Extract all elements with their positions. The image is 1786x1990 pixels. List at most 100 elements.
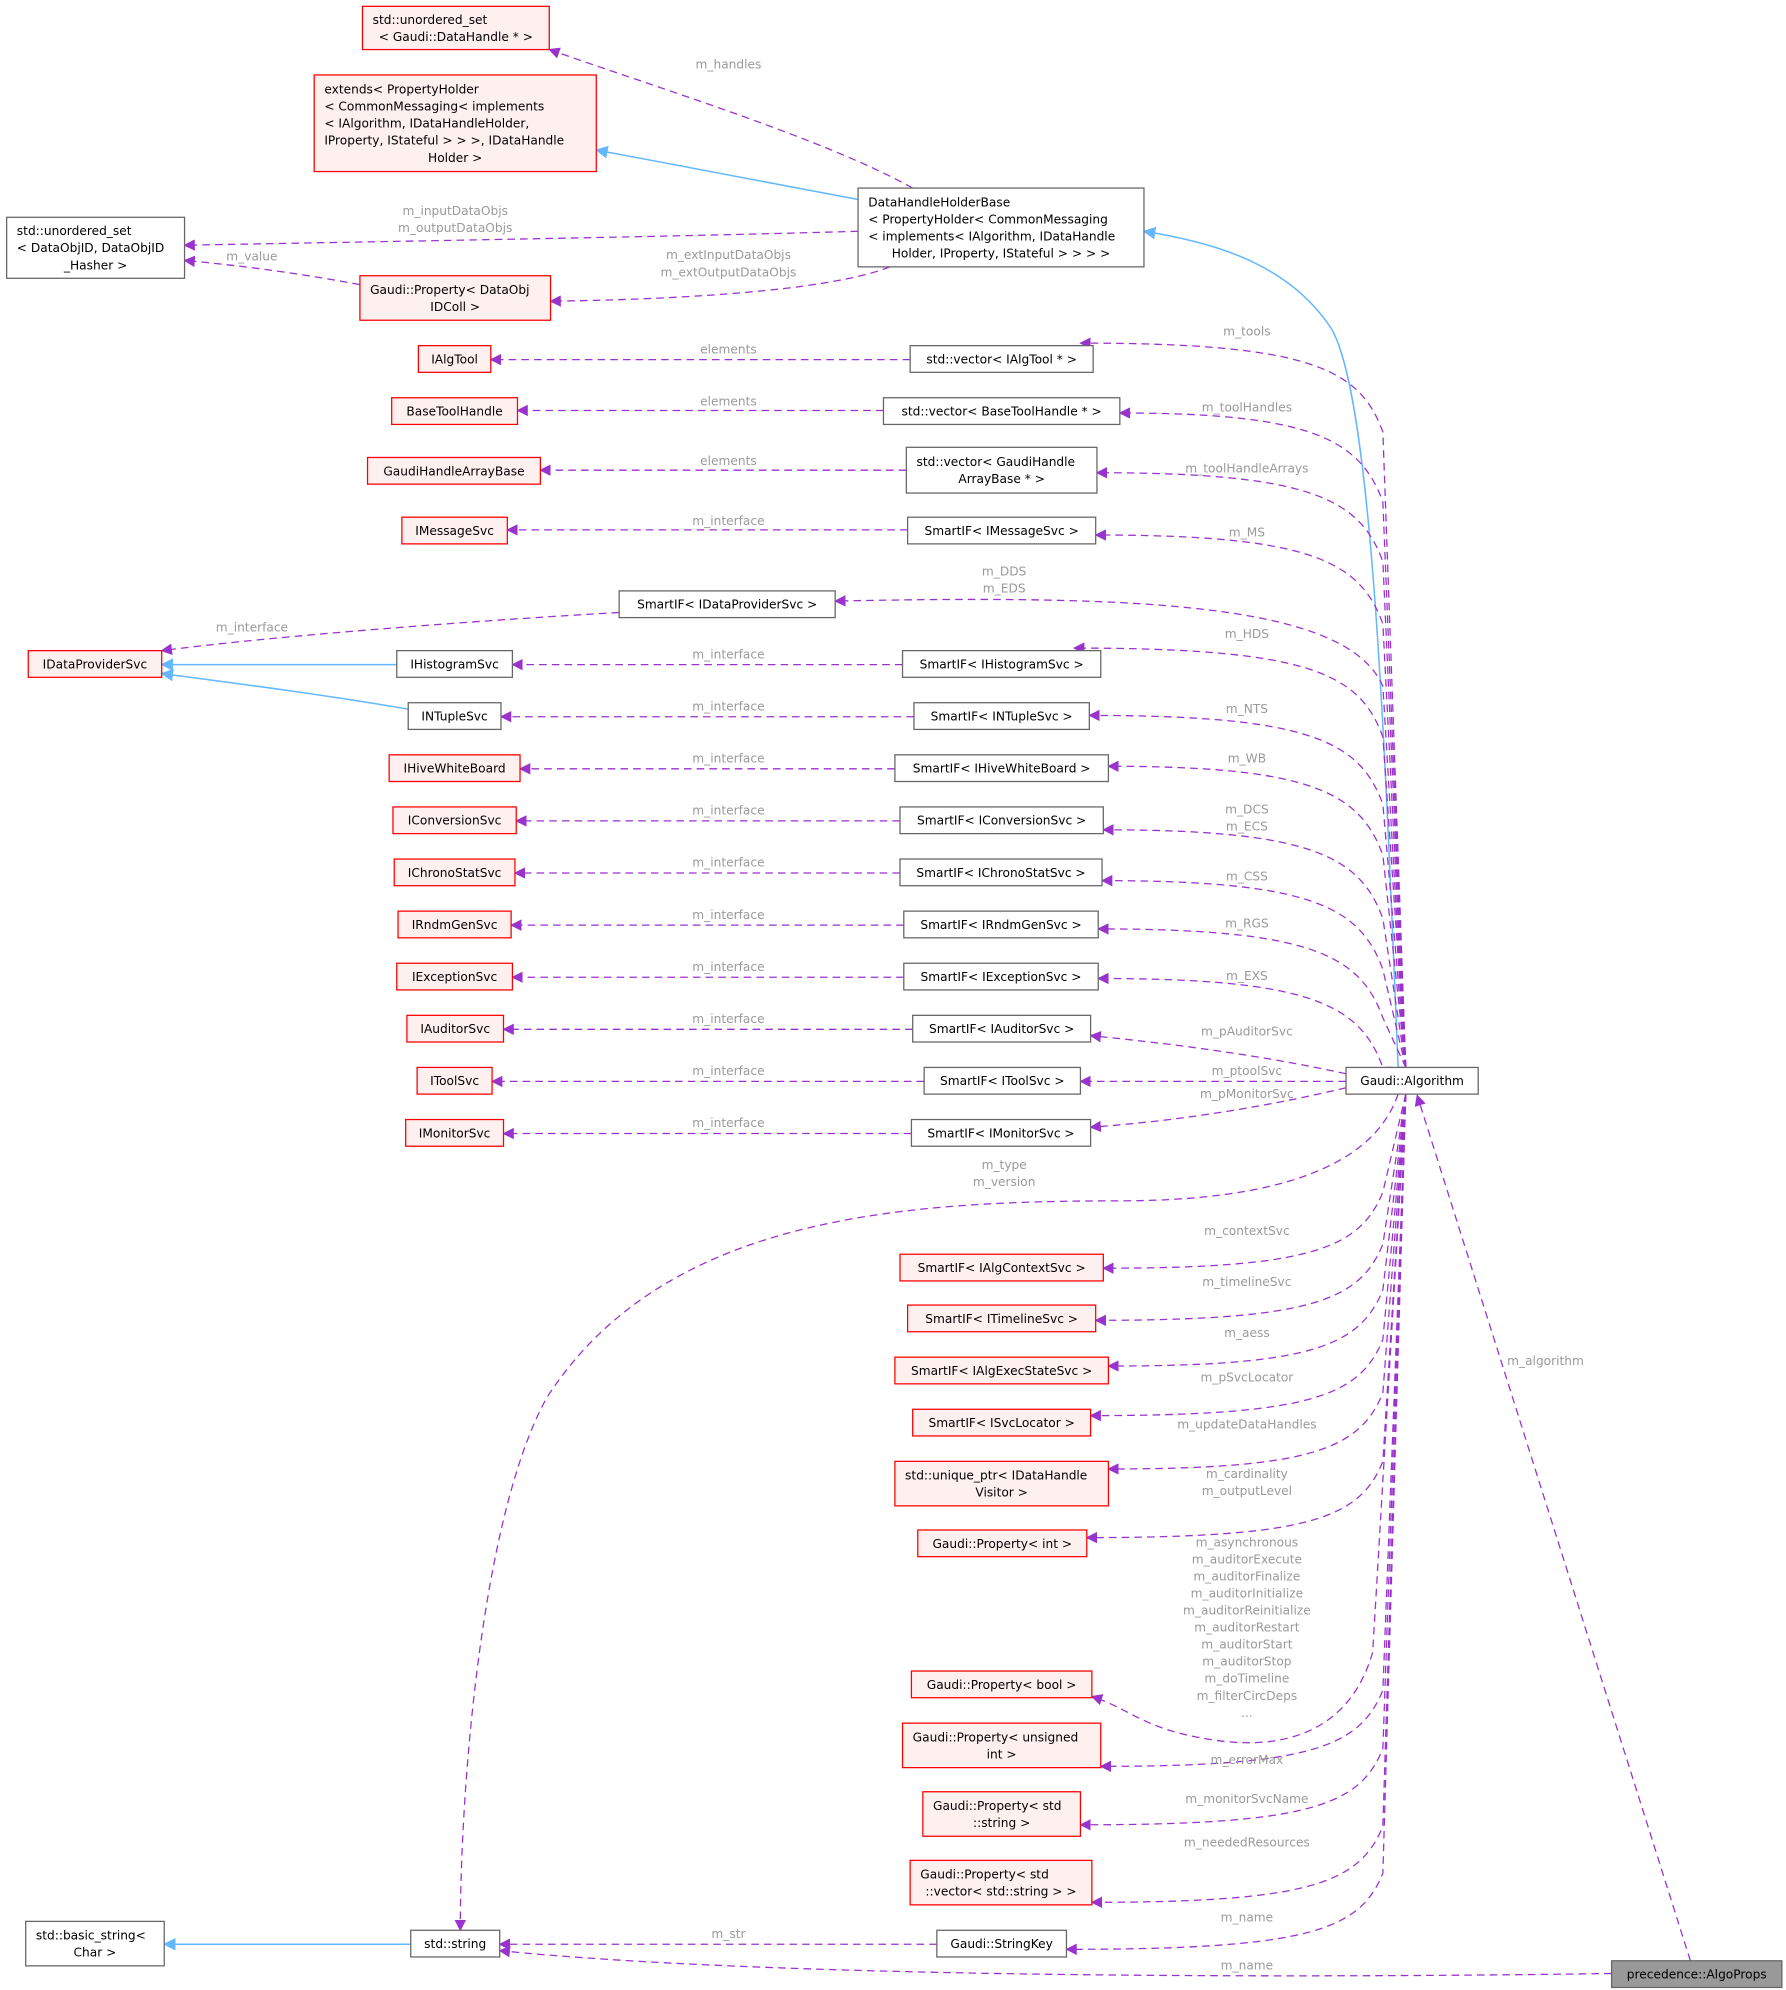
class-node-stringkey[interactable]: Gaudi::StringKey [936,1929,1068,1958]
node-label: std::vector< IAlgTool * > [926,352,1077,366]
edge-label-m-filtercircdeps: m_filterCircDeps [1197,1689,1298,1703]
class-node-sif-msg[interactable]: SmartIF< IMessageSvc > [906,516,1097,545]
class-node-idataprovidersvc[interactable]: IDataProviderSvc [27,649,163,678]
class-node-vec-ialgtool[interactable]: std::vector< IAlgTool * > [909,345,1094,373]
usage-edge-algorithm-to-prop_vstr [1090,1094,1407,1909]
edge-label-m-ms: m_MS [1229,525,1265,539]
class-node-prop-int[interactable]: Gaudi::Property< int > [917,1529,1088,1558]
class-node-uset-dh[interactable]: std::unordered_set< Gaudi::DataHandle * … [361,5,550,51]
class-node-sif-rndm[interactable]: SmartIF< IRndmGenSvc > [903,910,1099,939]
edge-label-m-wb: m_WB [1228,751,1266,765]
edge-label-m-asynchronous: m_asynchronous [1196,1536,1299,1550]
class-node-sif-aes[interactable]: SmartIF< IAlgExecStateSvc > [894,1356,1110,1385]
edge-label-elements: elements [700,394,757,408]
class-node-vec-gha[interactable]: std::vector< GaudiHandleArrayBase * > [905,446,1098,494]
edge-label-m-pauditorsvc: m_pAuditorSvc [1201,1025,1293,1039]
node-label: Gaudi::Property< DataObj [370,283,529,297]
node-label: Holder, IProperty, IStateful > > > > [892,246,1111,260]
class-node-std-string[interactable]: std::string [410,1929,501,1958]
class-node-intuplesvc[interactable]: INTupleSvc [407,702,502,731]
node-label: IAlgTool [431,352,478,366]
node-box [393,858,516,887]
class-node-sif-aud[interactable]: SmartIF< IAuditorSvc > [912,1014,1092,1043]
class-node-uset-doid[interactable]: std::unordered_set< DataObjID, DataObjID… [6,216,186,279]
class-node-prop-vstr[interactable]: Gaudi::Property< std::vector< std::strin… [909,1859,1093,1906]
node-label: SmartIF< IExceptionSvc > [921,970,1082,984]
class-node-ihistogramsvc[interactable]: IHistogramSvc [396,649,514,678]
edge-label-m-ptoolsvc: m_ptoolSvc [1212,1064,1282,1078]
node-box [417,345,492,373]
node-box [397,910,512,939]
class-node-dhhb[interactable]: DataHandleHolderBase < PropertyHolder< Co… [857,187,1145,268]
edge-label-m-auditorreinitialize: m_auditorReinitialize [1183,1604,1311,1618]
class-node-basetoolhandle[interactable]: BaseToolHandle [391,397,519,426]
class-node-vec-bth[interactable]: std::vector< BaseToolHandle * > [882,397,1121,426]
class-node-ialgtool[interactable]: IAlgTool [417,345,492,373]
class-node-itoolsvc[interactable]: IToolSvc [416,1066,493,1095]
usage-edge-algorithm-to-sif_exc [1097,972,1406,1069]
class-node-sif-tl[interactable]: SmartIF< ITimelineSvc > [906,1304,1097,1333]
class-node-ihivewb[interactable]: IHiveWhiteBoard [388,754,521,783]
node-label: SmartIF< IAuditorSvc > [929,1022,1074,1036]
node-label: Holder > [428,151,482,165]
node-box [410,1929,501,1958]
class-node-imonsvc[interactable]: IMonitorSvc [405,1118,505,1147]
class-node-iexcsvc[interactable]: IExceptionSvc [396,962,514,991]
edge-label-m-neededresources: m_neededResources [1184,1835,1310,1849]
class-node-sif-hist[interactable]: SmartIF< IHistogramSvc > [901,649,1102,678]
edge-label-m-version: m_version [973,1175,1036,1189]
edge-label-m-toolhandles: m_toolHandles [1202,401,1292,415]
node-label: IMonitorSvc [419,1126,491,1140]
class-node-algorithm[interactable]: Gaudi::Algorithm [1345,1066,1479,1095]
node-label: IDataProviderSvc [43,657,148,671]
class-node-sif-mon[interactable]: SmartIF< IMonitorSvc > [910,1118,1092,1147]
edge-label-m-interface: m_interface [692,1116,764,1130]
class-node-sif-nt[interactable]: SmartIF< INTupleSvc > [913,702,1090,731]
node-label: IHistogramSvc [410,657,498,671]
class-node-sif-conv[interactable]: SmartIF< IConversionSvc > [899,806,1104,835]
node-label: std::vector< BaseToolHandle * > [902,405,1102,419]
class-node-algoprops[interactable]: precedence::AlgoProps [1610,1960,1783,1989]
class-node-sif-sl[interactable]: SmartIF< ISvcLocator > [912,1408,1092,1437]
node-box [406,1014,505,1043]
edge-label-m-dotimeline: m_doTimeline [1204,1672,1289,1686]
class-node-sif-wb[interactable]: SmartIF< IHiveWhiteBoard > [894,754,1110,783]
class-node-sif-ctx[interactable]: SmartIF< IAlgContextSvc > [899,1253,1104,1282]
node-box [1610,1960,1783,1989]
node-label: IDColl > [430,300,480,314]
class-node-imessagesvc[interactable]: IMessageSvc [401,516,508,545]
node-label: < IAlgorithm, IDataHandleHolder, [324,117,529,131]
node-label: DataHandleHolderBase [868,195,1010,209]
class-node-irndmsvc[interactable]: IRndmGenSvc [397,910,512,939]
class-node-sif-dp[interactable]: SmartIF< IDataProviderSvc > [618,590,836,619]
class-node-gharraybase[interactable]: GaudiHandleArrayBase [366,456,542,485]
node-label: ::vector< std::string > > [925,1885,1076,1899]
class-node-sif-chrono[interactable]: SmartIF< IChronoStatSvc > [899,858,1103,887]
edge-label-m-name: m_name [1221,1959,1274,1973]
class-node-sif-tool[interactable]: SmartIF< IToolSvc > [923,1066,1082,1095]
edge-label-m-inputdataobjs: m_inputDataObjs [402,204,507,218]
class-node-extends[interactable]: extends< PropertyHolder < CommonMessaging… [313,74,597,173]
edge-label-m-interface: m_interface [692,1064,764,1078]
node-box [910,1670,1093,1699]
edges-layer: m_handles m_inputDataObjs m_outputDataObjs… [160,47,1692,1977]
edge-label-m-interface: m_interface [692,514,764,528]
edge-label-m-hds: m_HDS [1225,627,1270,641]
node-box [899,858,1103,887]
class-node-iaudsvc[interactable]: IAuditorSvc [406,1014,505,1043]
edge-label-m-interface: m_interface [692,908,764,922]
class-node-ichronosvc[interactable]: IChronoStatSvc [393,858,516,887]
node-label: IMessageSvc [415,524,494,538]
node-label: < CommonMessaging< implements [324,100,544,114]
class-node-prop-bool[interactable]: Gaudi::Property< bool > [910,1670,1093,1699]
class-node-sif-exc[interactable]: SmartIF< IExceptionSvc > [903,962,1099,991]
class-node-basic-string[interactable]: std::basic_string<Char > [25,1920,165,1967]
node-box [936,1929,1068,1958]
class-node-iconvsvc[interactable]: IConversionSvc [392,806,517,835]
edge-label-m-css: m_CSS [1226,870,1268,884]
node-box [894,754,1110,783]
class-node-prop-str[interactable]: Gaudi::Property< std::string > [922,1791,1082,1837]
